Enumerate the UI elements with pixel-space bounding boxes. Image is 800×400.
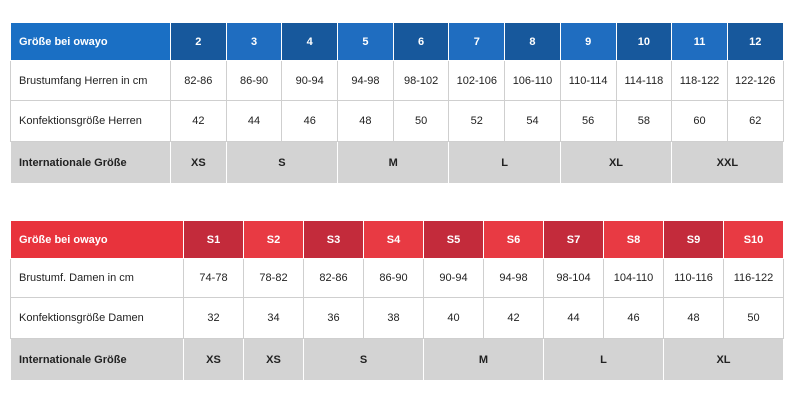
- table-row: Internationale Größe XS S M L XL XXL: [10, 141, 784, 184]
- women-size-table: Größe bei owayo S1 S2 S3 S4 S5 S6 S7 S8 S9 S10 Brus…: [10, 220, 784, 381]
- table-cell: 116-122: [723, 258, 784, 298]
- header-cell: S3: [303, 220, 364, 259]
- row-label: Internationale Größe: [10, 338, 184, 381]
- table-row: Konfektionsgröße Damen 32 34 36 38 40 42 44 46 48…: [10, 297, 784, 339]
- table-cell: 40: [423, 297, 484, 339]
- table-body: Größe bei owayo S1 S2 S3 S4 S5 S6 S7 S8 S9 S10 Brus…: [10, 220, 784, 381]
- row-label: Brustumfang Herren in cm: [10, 60, 171, 101]
- row-label: Konfektionsgröße Damen: [10, 297, 184, 339]
- header-cell: S5: [423, 220, 484, 259]
- header-cell: S4: [363, 220, 424, 259]
- header-cell: 4: [281, 22, 339, 61]
- header-cell: 12: [726, 22, 784, 61]
- table-cell: 94-98: [483, 258, 544, 298]
- table-cell: 42: [483, 297, 544, 339]
- table-cell: 82-86: [170, 60, 227, 101]
- table-cell: XS: [183, 338, 244, 381]
- table-cell: XS: [243, 338, 304, 381]
- header-cell: S1: [183, 220, 244, 259]
- table-cell: XL: [663, 338, 784, 381]
- header-row: Größe bei owayo S1 S2 S3 S4 S5 S6 S7 S8 S9 S10: [10, 220, 784, 259]
- table-cell: XS: [170, 141, 227, 184]
- header-row: Größe bei owayo 2 3 4 5 6 7 8 9 10 11 12: [10, 22, 784, 61]
- table-cell: 62: [726, 100, 784, 142]
- table-cell: L: [448, 141, 561, 184]
- table-cell: 82-86: [303, 258, 364, 298]
- table-row: Konfektionsgröße Herren 42 44 46 48 50 52 54 56 5…: [10, 100, 784, 142]
- header-cell: S10: [723, 220, 784, 259]
- header-cell: 8: [504, 22, 561, 61]
- table-cell: 106-110: [504, 60, 561, 101]
- table-cell: 94-98: [337, 60, 394, 101]
- table-cell: 52: [448, 100, 506, 142]
- header-label: Größe bei owayo: [10, 22, 171, 61]
- row-label: Internationale Größe: [10, 141, 171, 184]
- table-cell: 90-94: [281, 60, 339, 101]
- header-label: Größe bei owayo: [10, 220, 184, 259]
- table-cell: S: [225, 141, 339, 184]
- men-size-table: Größe bei owayo 2 3 4 5 6 7 8 9 10 11 12 Brustumfang…: [10, 22, 784, 184]
- table-cell: 114-118: [615, 60, 673, 101]
- table-cell: 74-78: [183, 258, 244, 298]
- table-cell: 36: [303, 297, 364, 339]
- table-cell: XL: [559, 141, 673, 184]
- table-row: Brustumfang Herren in cm 82-86 86-90 90-94 9…: [10, 60, 784, 101]
- table-cell: 44: [543, 297, 604, 339]
- header-cell: S2: [243, 220, 304, 259]
- header-cell: 7: [448, 22, 506, 61]
- table-cell: 110-114: [559, 60, 617, 101]
- header-cell: 9: [559, 22, 617, 61]
- row-label: Konfektionsgröße Herren: [10, 100, 171, 142]
- table-body: Größe bei owayo 2 3 4 5 6 7 8 9 10 11 12 Brustumfang…: [10, 22, 784, 184]
- header-cell: 2: [170, 22, 227, 61]
- header-cell: 3: [225, 22, 283, 61]
- table-cell: L: [543, 338, 664, 381]
- table-cell: 46: [281, 100, 339, 142]
- table-cell: 86-90: [225, 60, 283, 101]
- table-cell: 46: [603, 297, 664, 339]
- table-cell: 110-116: [663, 258, 724, 298]
- table-cell: 32: [183, 297, 244, 339]
- table-cell: XXL: [671, 141, 784, 184]
- table-cell: 44: [225, 100, 283, 142]
- table-cell: 54: [504, 100, 561, 142]
- header-cell: 10: [615, 22, 673, 61]
- table-row: Internationale Größe XS XS S M L XL: [10, 338, 784, 381]
- header-cell: S9: [663, 220, 724, 259]
- table-cell: 60: [671, 100, 728, 142]
- header-cell: S6: [483, 220, 544, 259]
- table-cell: 56: [559, 100, 617, 142]
- table-cell: 48: [337, 100, 394, 142]
- row-label: Brustumf. Damen in cm: [10, 258, 184, 298]
- table-cell: 102-106: [448, 60, 506, 101]
- header-cell: S8: [603, 220, 664, 259]
- table-cell: M: [423, 338, 544, 381]
- table-cell: 50: [723, 297, 784, 339]
- table-cell: 50: [392, 100, 450, 142]
- table-cell: 38: [363, 297, 424, 339]
- table-cell: 104-110: [603, 258, 664, 298]
- table-cell: S: [303, 338, 424, 381]
- table-cell: 118-122: [671, 60, 728, 101]
- table-cell: 86-90: [363, 258, 424, 298]
- header-cell: S7: [543, 220, 604, 259]
- header-cell: 6: [392, 22, 450, 61]
- header-cell: 11: [671, 22, 728, 61]
- table-cell: 98-104: [543, 258, 604, 298]
- table-cell: 122-126: [726, 60, 784, 101]
- table-cell: 98-102: [392, 60, 450, 101]
- header-cell: 5: [337, 22, 394, 61]
- table-cell: 78-82: [243, 258, 304, 298]
- table-cell: 58: [615, 100, 673, 142]
- table-cell: M: [337, 141, 450, 184]
- table-cell: 90-94: [423, 258, 484, 298]
- table-row: Brustumf. Damen in cm 74-78 78-82 82-86 86-9…: [10, 258, 784, 298]
- table-cell: 42: [170, 100, 227, 142]
- table-cell: 34: [243, 297, 304, 339]
- table-cell: 48: [663, 297, 724, 339]
